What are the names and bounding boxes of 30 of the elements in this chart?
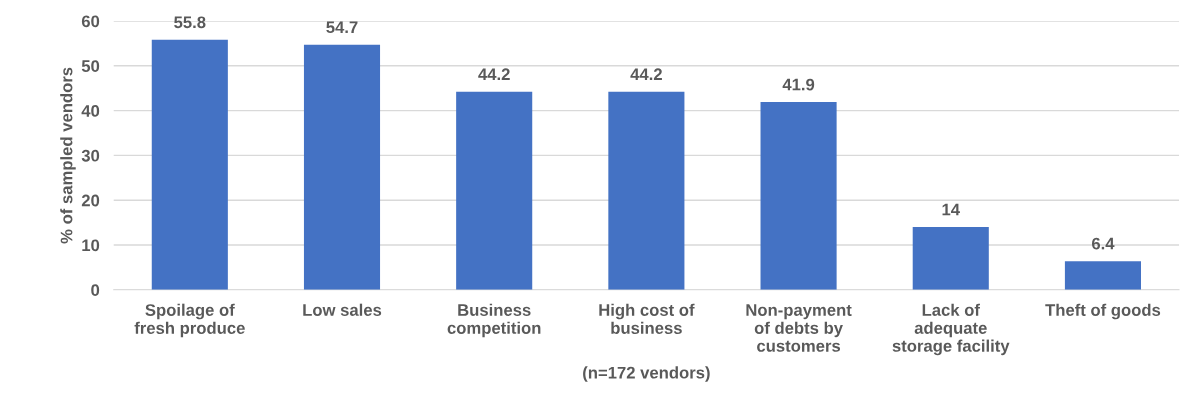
y-tick-label: 60 — [81, 15, 100, 28]
bar — [456, 91, 533, 290]
data-label: 54.7 — [326, 21, 358, 34]
x-tick-label: High cost of business — [599, 303, 695, 334]
data-label: 44.2 — [630, 68, 662, 80]
data-label: 41.9 — [782, 78, 815, 91]
x-tick-label: Non-payment of debts by customers — [746, 304, 852, 352]
bar — [151, 39, 228, 290]
x-tick-label: Business competition — [447, 303, 541, 338]
y-tick-label: 30 — [81, 149, 100, 162]
data-label: 44.2 — [478, 68, 510, 80]
data-label: 14 — [942, 203, 960, 216]
x-axis-title: (n=172 vendors) — [583, 366, 710, 382]
bar — [912, 227, 989, 290]
y-tick-label: 20 — [81, 194, 100, 207]
x-tick-label: Theft of goods — [1045, 303, 1161, 320]
bar — [760, 102, 837, 290]
x-tick-label: Spoilage of fresh produce — [134, 303, 245, 338]
y-axis-title: % of sampled vendors — [60, 67, 76, 244]
bar — [608, 91, 685, 290]
data-label: 55.8 — [174, 16, 206, 29]
y-tick-label: 0 — [91, 284, 100, 296]
y-tick-label: 40 — [81, 105, 100, 117]
data-label: 6.4 — [1091, 237, 1115, 250]
x-tick-label: Lack of adequate storage facility — [892, 303, 1010, 356]
bar — [1064, 261, 1141, 290]
y-tick-label: 50 — [81, 60, 100, 72]
bar — [303, 44, 381, 290]
y-tick-label: 10 — [82, 239, 100, 252]
x-tick-label: Low sales — [303, 303, 382, 316]
